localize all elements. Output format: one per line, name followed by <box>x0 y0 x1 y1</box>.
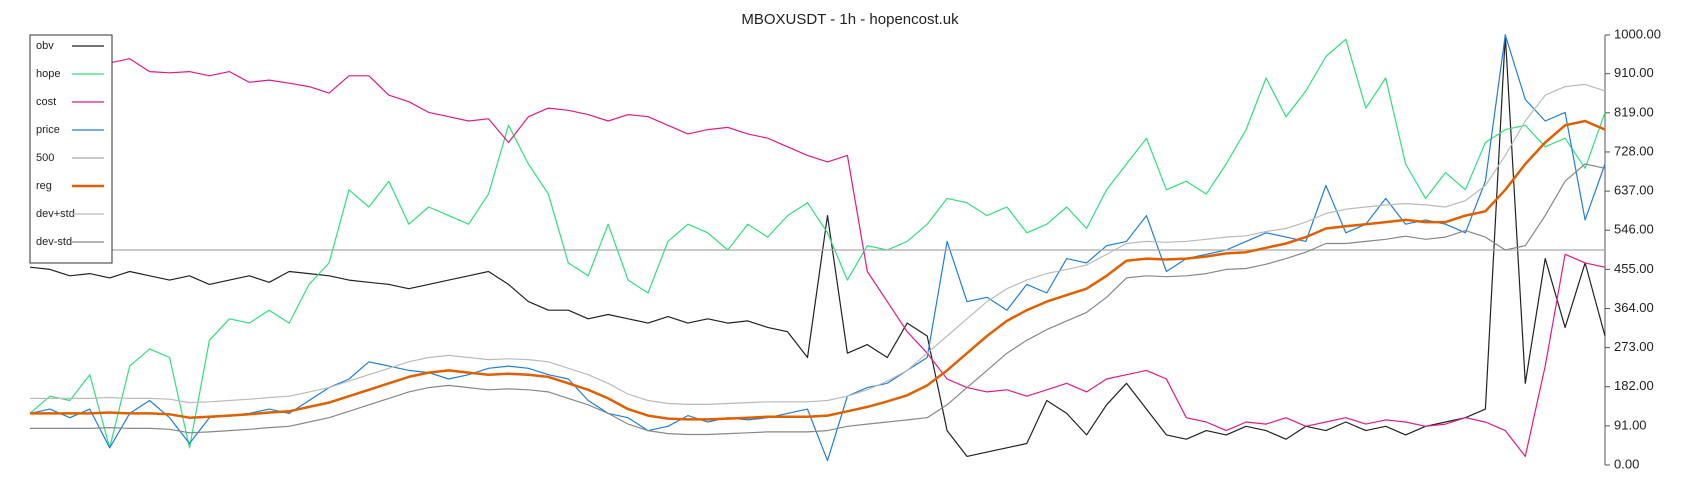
legend-label: dev+std <box>36 208 75 220</box>
series-line <box>30 83 1606 405</box>
y-tick-label: 364.00 <box>1614 300 1654 315</box>
legend-label: price <box>36 124 60 136</box>
series-line <box>29 49 1606 457</box>
legend-label: cost <box>36 96 56 108</box>
legend-label: reg <box>36 180 52 192</box>
y-tick-label: 455.00 <box>1614 261 1654 276</box>
legend-label: hope <box>36 68 60 80</box>
series-line <box>29 38 1606 449</box>
legend-label: obv <box>36 40 54 52</box>
series-line <box>30 163 1606 436</box>
legend-label: dev-std <box>36 236 72 248</box>
y-tick-label: 91.00 <box>1614 417 1647 432</box>
y-tick-label: 546.00 <box>1614 222 1654 237</box>
y-tick-label: 0.00 <box>1614 456 1639 471</box>
series-line <box>29 34 1606 457</box>
plot-area: 0.00 91.00 182.00 273.00 364.00 455.00 546.00 6… <box>29 26 1661 471</box>
y-tick-label: 819.00 <box>1614 104 1654 119</box>
y-tick-label: 182.00 <box>1614 378 1654 393</box>
series-line <box>29 34 1606 462</box>
y-tick-label: 1000.00 <box>1614 26 1661 41</box>
y-tick-label: 910.00 <box>1614 65 1654 80</box>
y-tick-label: 728.00 <box>1614 143 1654 158</box>
chart-title: MBOXUSDT - 1h - hopencost.uk <box>741 11 959 28</box>
legend: obv hope cost price 500 reg dev+std dev-std <box>29 34 113 264</box>
y-tick-label: 637.00 <box>1614 183 1654 198</box>
series-line <box>30 119 1606 421</box>
legend-box <box>29 34 113 264</box>
y-tick-label: 273.00 <box>1614 339 1654 354</box>
legend-label: 500 <box>36 152 54 164</box>
